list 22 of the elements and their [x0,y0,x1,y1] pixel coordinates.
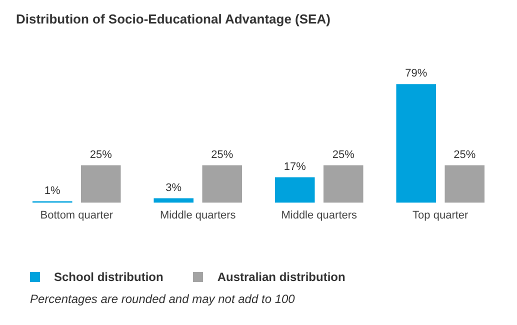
legend-label: School distribution [54,270,164,284]
data-label: 25% [211,148,234,161]
chart-title: Distribution of Socio-Educational Advantage (SEA) [16,11,330,26]
data-label: 25% [332,148,355,161]
bar [396,84,436,203]
data-label: 1% [44,184,61,197]
legend-label: Australian distribution [217,270,346,284]
x-tick-label: Top quarter [412,209,469,222]
bar [323,165,364,203]
data-label: 25% [90,148,112,161]
bar [274,177,315,203]
data-label: 25% [454,148,476,161]
x-tick-label: Middle quarters [281,209,358,222]
data-label: 3% [166,182,182,194]
x-tick-label: Bottom quarter [40,209,114,222]
data-label: 17% [284,160,306,173]
bar [202,165,242,203]
bar [80,165,121,203]
x-tick-label: Middle quarters [160,209,236,222]
data-label: 79% [405,68,428,80]
text: Percentages are rounded and may not add to 100 [30,292,295,306]
bar [444,165,485,203]
